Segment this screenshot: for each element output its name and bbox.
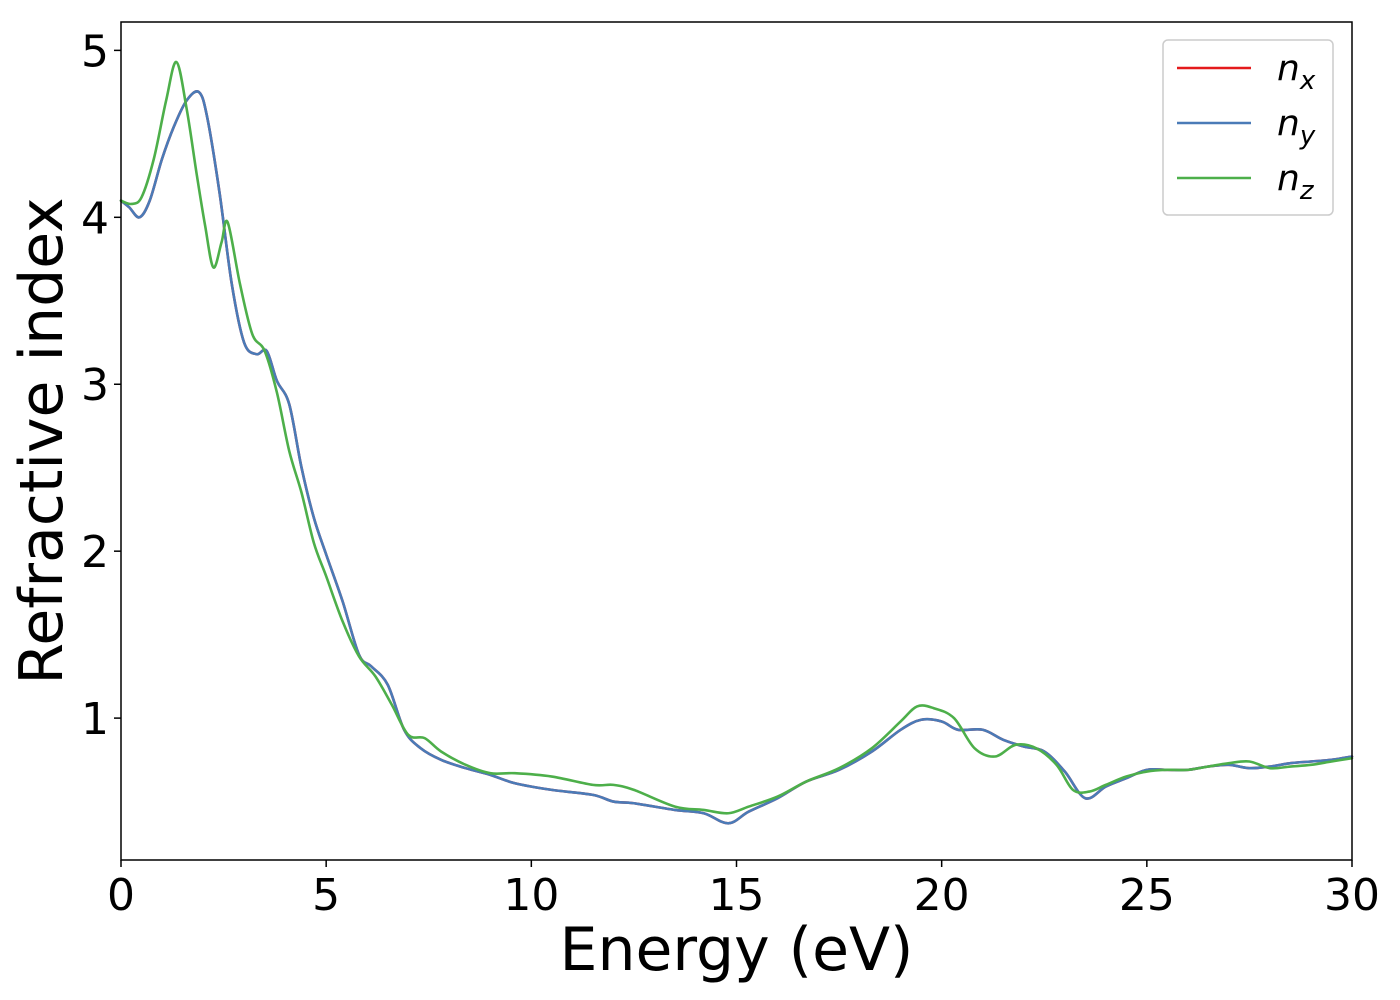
legend-label-subscript: x [1299,66,1316,96]
series-layer [119,60,1354,825]
legend-box [1162,39,1334,216]
legend-label-z: nz [1277,158,1315,206]
y-tick-label: 3 [81,360,109,411]
series-line-z [119,60,1354,815]
x-tick-label: 30 [1324,870,1380,921]
legend-label-x: nx [1277,48,1316,96]
legend-label-subscript: y [1299,121,1316,151]
x-tick-label: 0 [107,870,135,921]
legend-label-subscript: z [1299,176,1315,206]
legend-label-base: n [1277,158,1300,199]
x-tick-label: 25 [1119,870,1175,921]
legend-label-base: n [1277,48,1300,89]
x-tick-label: 10 [503,870,559,921]
legend-label-base: n [1277,103,1300,144]
y-axis-ticks: 1 2 3 4 5 [81,26,121,745]
y-tick-label: 5 [81,26,109,77]
legend-label-y: ny [1277,103,1316,151]
y-tick-label: 2 [81,527,109,578]
x-axis-title: Energy (eV) [560,915,914,985]
x-tick-label: 20 [914,870,970,921]
x-axis-ticks: 0 5 10 15 20 25 30 [107,860,1380,921]
y-axis-title: Refractive index [7,197,77,684]
y-tick-label: 4 [81,193,109,244]
x-tick-label: 15 [709,870,765,921]
x-tick-label: 5 [312,870,340,921]
y-tick-label: 1 [81,694,109,745]
